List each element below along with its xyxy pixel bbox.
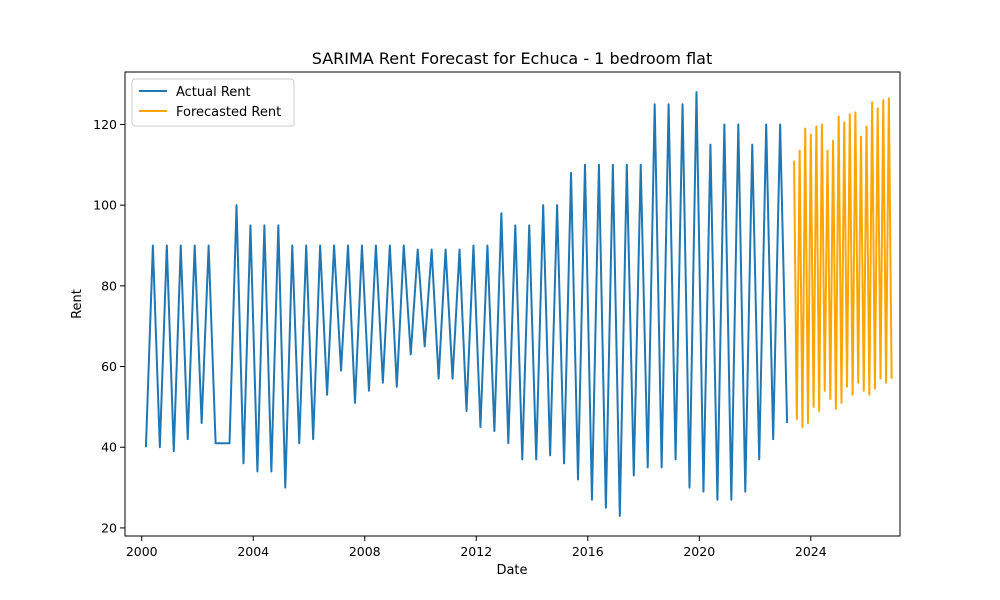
y-axis-label: Rent	[70, 289, 85, 319]
y-tick-label: 20	[101, 520, 117, 535]
x-tick-label: 2020	[683, 544, 715, 559]
legend-box	[131, 78, 295, 127]
plot-frame	[124, 71, 901, 537]
x-axis: 2000 2004 2008 2012 2016 2020 2024	[126, 536, 827, 559]
series-line-actual-rent	[144, 91, 789, 517]
x-tick-label: 2024	[795, 544, 827, 559]
plot-area	[124, 71, 901, 537]
series-line-forecasted-rent	[793, 97, 893, 429]
legend-label-actual: Actual Rent	[176, 85, 251, 100]
legend: Actual Rent Forecasted Rent	[131, 78, 295, 127]
x-tick-label: 2012	[460, 544, 492, 559]
legend-label-forecast: Forecasted Rent	[176, 105, 281, 120]
x-tick-label: 2004	[237, 544, 269, 559]
y-tick-label: 100	[93, 198, 117, 213]
y-tick-label: 120	[93, 117, 117, 132]
chart-title: SARIMA Rent Forecast for Echuca - 1 bedr…	[312, 49, 712, 68]
series-layer	[144, 91, 893, 517]
x-tick-label: 2008	[349, 544, 381, 559]
x-tick-label: 2000	[126, 544, 158, 559]
y-tick-label: 40	[101, 440, 117, 455]
y-axis: 20 40 60 80 100 120	[93, 117, 125, 535]
y-tick-label: 60	[101, 359, 117, 374]
x-tick-label: 2016	[572, 544, 604, 559]
x-axis-label: Date	[496, 563, 527, 578]
y-tick-label: 80	[101, 278, 117, 293]
